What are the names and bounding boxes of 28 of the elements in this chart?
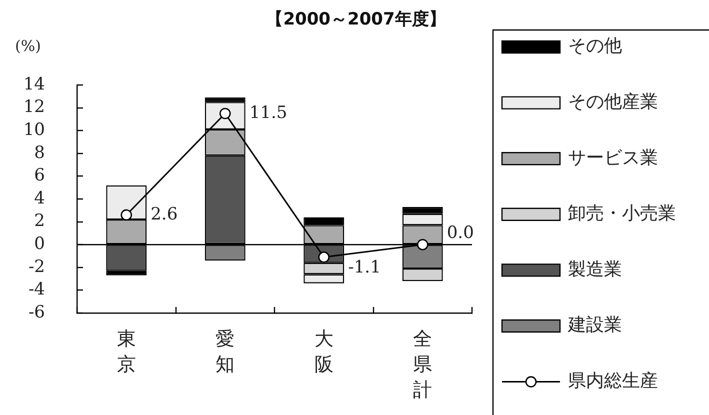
y-axis-title: (%) [15,36,41,55]
y-tick-label: -2 [28,256,45,277]
y-tick-label: 4 [34,188,45,208]
chart-title: 【2000～2007年度】 [266,9,446,30]
x-tick-label: 東京 [116,328,136,376]
y-tick-label: -6 [28,302,45,322]
legend-label: その他産業 [568,91,658,112]
x-tick-label: 全県計 [413,328,432,402]
x-tick-label: 愛知 [216,328,235,376]
legend-label: 製造業 [568,258,622,280]
data-label: 0.0 [446,223,474,244]
y-tick-label: 6 [34,166,45,186]
y-tick-label: 8 [34,142,45,163]
legend-label: サービス業 [568,147,658,168]
legend-label: その他 [568,36,622,57]
legend-label: 卸売・小売業 [568,203,676,224]
y-tick-label: 0 [34,234,45,254]
y-tick-label: 14 [23,74,45,94]
y-tick-label: 2 [34,211,45,232]
legend-label: 建設業 [567,314,622,336]
data-label: -1.1 [348,258,381,278]
legend-label: 県内総生産 [568,370,658,392]
y-tick-label: -4 [28,280,45,300]
data-label: 2.6 [150,204,178,224]
x-tick-label: 大阪 [314,328,334,376]
y-tick-label: 12 [23,97,45,118]
y-tick-label: 10 [23,120,45,140]
data-label: 11.5 [249,102,288,123]
